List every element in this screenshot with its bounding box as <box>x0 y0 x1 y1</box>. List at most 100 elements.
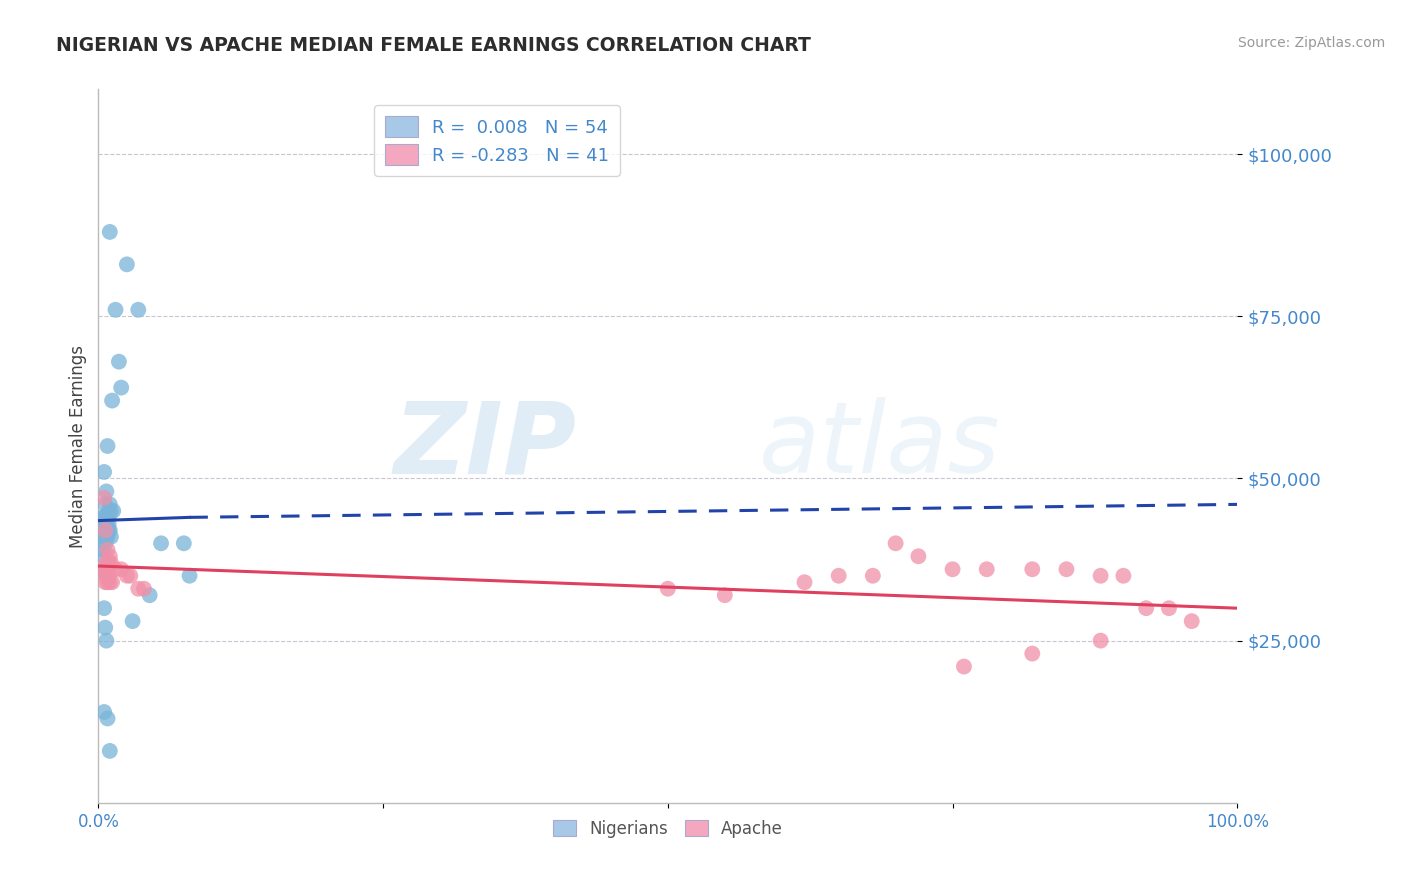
Point <box>94 510 117 524</box>
Point <box>96 562 118 576</box>
Point <box>657 582 679 596</box>
Point <box>94 621 117 635</box>
Point <box>91 510 114 524</box>
Point <box>93 549 115 564</box>
Point <box>1181 614 1204 628</box>
Point <box>94 562 117 576</box>
Point <box>94 524 117 538</box>
Point <box>93 510 115 524</box>
Point <box>884 536 907 550</box>
Point <box>101 393 124 408</box>
Point <box>93 524 115 538</box>
Text: atlas: atlas <box>759 398 1001 494</box>
Point <box>97 516 120 531</box>
Point <box>173 536 195 550</box>
Point <box>93 491 115 505</box>
Point <box>115 257 138 271</box>
Point <box>1090 633 1112 648</box>
Point <box>96 524 118 538</box>
Point <box>100 504 122 518</box>
Point <box>98 575 121 590</box>
Point <box>98 524 121 538</box>
Point <box>714 588 737 602</box>
Point <box>1090 568 1112 582</box>
Text: Source: ZipAtlas.com: Source: ZipAtlas.com <box>1237 36 1385 50</box>
Point <box>120 568 142 582</box>
Point <box>110 562 132 576</box>
Point <box>942 562 965 576</box>
Point <box>127 302 149 317</box>
Point <box>1135 601 1157 615</box>
Point <box>793 575 815 590</box>
Point <box>93 524 115 538</box>
Point <box>96 530 118 544</box>
Point <box>97 504 120 518</box>
Point <box>108 354 131 368</box>
Point <box>97 524 120 538</box>
Point <box>150 536 173 550</box>
Point <box>93 530 115 544</box>
Point <box>94 524 117 538</box>
Point <box>103 504 125 518</box>
Point <box>97 510 120 524</box>
Point <box>94 562 117 576</box>
Point <box>93 516 115 531</box>
Point <box>179 568 201 582</box>
Point <box>1021 647 1043 661</box>
Point <box>94 516 117 531</box>
Point <box>132 582 155 596</box>
Point <box>104 562 127 576</box>
Point <box>1056 562 1078 576</box>
Point <box>93 601 115 615</box>
Point <box>96 633 118 648</box>
Point <box>127 582 149 596</box>
Point <box>96 510 118 524</box>
Point <box>96 711 118 725</box>
Point <box>907 549 929 564</box>
Point <box>1021 562 1043 576</box>
Point <box>97 568 120 582</box>
Point <box>1157 601 1180 615</box>
Point <box>94 497 117 511</box>
Point <box>96 439 118 453</box>
Point <box>94 575 117 590</box>
Point <box>96 524 118 538</box>
Point <box>98 744 121 758</box>
Point <box>96 530 118 544</box>
Point <box>96 516 118 531</box>
Point <box>93 705 115 719</box>
Text: NIGERIAN VS APACHE MEDIAN FEMALE EARNINGS CORRELATION CHART: NIGERIAN VS APACHE MEDIAN FEMALE EARNING… <box>56 36 811 54</box>
Point <box>96 568 118 582</box>
Point <box>953 659 976 673</box>
Y-axis label: Median Female Earnings: Median Female Earnings <box>69 344 87 548</box>
Point <box>93 465 115 479</box>
Point <box>94 530 117 544</box>
Point <box>96 542 118 557</box>
Point <box>121 614 143 628</box>
Point <box>976 562 998 576</box>
Legend: Nigerians, Apache: Nigerians, Apache <box>546 814 790 845</box>
Point <box>93 562 115 576</box>
Point <box>96 575 118 590</box>
Point <box>101 575 124 590</box>
Point <box>97 556 120 570</box>
Point <box>110 381 132 395</box>
Point <box>828 568 851 582</box>
Point <box>94 536 117 550</box>
Point <box>138 588 160 602</box>
Point <box>98 549 121 564</box>
Point <box>91 524 114 538</box>
Point <box>1112 568 1135 582</box>
Point <box>90 516 112 531</box>
Point <box>98 225 121 239</box>
Point <box>100 530 122 544</box>
Point <box>96 568 118 582</box>
Point <box>862 568 884 582</box>
Point <box>104 302 127 317</box>
Point <box>91 542 114 557</box>
Point <box>98 497 121 511</box>
Point <box>115 568 138 582</box>
Text: ZIP: ZIP <box>394 398 576 494</box>
Point <box>96 484 118 499</box>
Point <box>100 556 122 570</box>
